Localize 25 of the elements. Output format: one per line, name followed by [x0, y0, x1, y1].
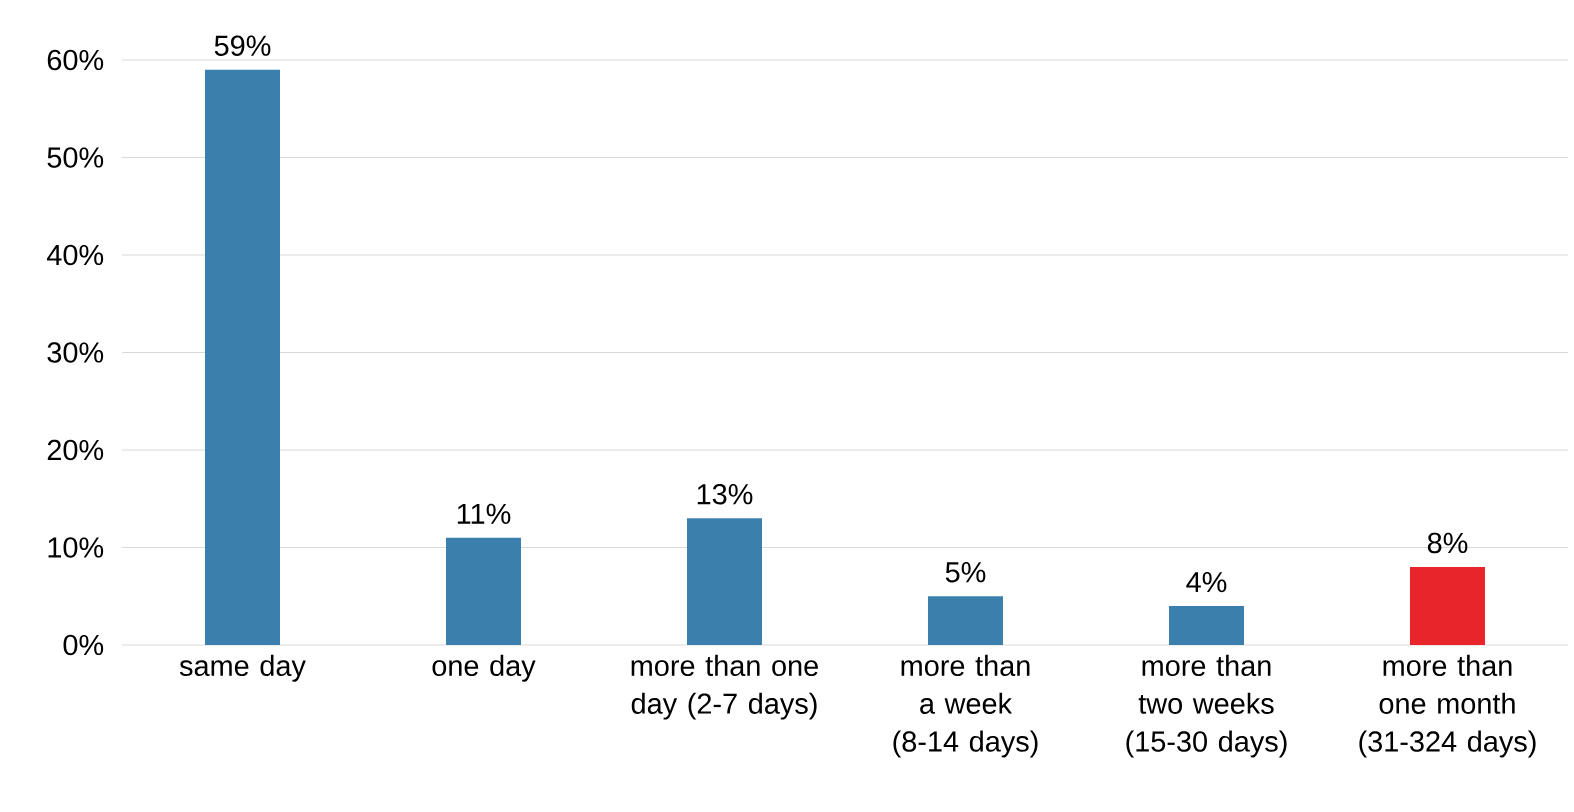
- y-tick-label: 0%: [63, 634, 104, 656]
- y-tick-label: 40%: [47, 244, 104, 266]
- bar: [1168, 606, 1244, 645]
- x-tick-label: more than one month (31-324 days): [1359, 654, 1536, 758]
- y-tick-label: 20%: [47, 439, 104, 461]
- data-label: 4%: [1186, 571, 1227, 593]
- x-tick-label: more than one day (2-7 days): [631, 654, 818, 720]
- x-tick-label: more than a week (8-14 days): [893, 654, 1038, 758]
- bar: [446, 537, 521, 645]
- bar: [1409, 567, 1485, 645]
- y-tick-label: 50%: [47, 147, 104, 168]
- x-tick-label: same day: [179, 654, 306, 682]
- data-label: 5%: [945, 562, 986, 583]
- data-label: 8%: [1427, 532, 1468, 554]
- y-tick-label: 10%: [48, 537, 104, 558]
- y-tick-label: 60%: [47, 49, 104, 71]
- x-tick-label: one day: [432, 654, 536, 682]
- bar: [686, 518, 762, 645]
- bar: [205, 69, 280, 645]
- x-tick-label: more than two weeks (15-30 days): [1126, 654, 1287, 758]
- y-tick-label: 30%: [47, 342, 104, 363]
- bar: [927, 596, 1003, 645]
- data-label: 59%: [214, 35, 271, 56]
- data-label: 13%: [697, 483, 753, 505]
- data-label: 11%: [457, 503, 511, 524]
